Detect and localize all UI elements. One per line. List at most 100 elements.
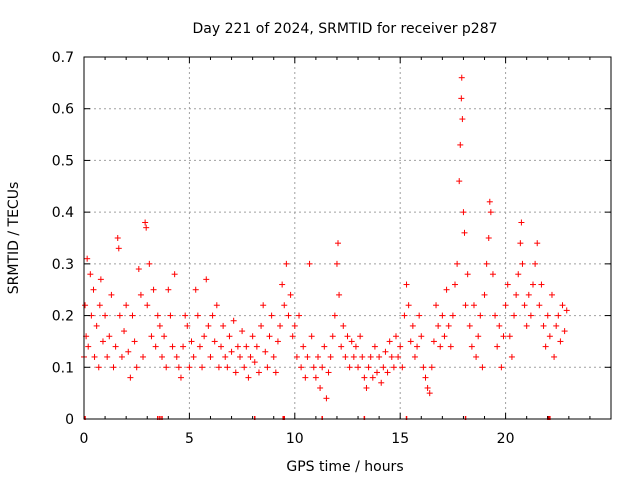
data-point bbox=[241, 364, 248, 371]
data-point bbox=[525, 291, 532, 298]
data-point bbox=[99, 338, 106, 345]
data-point bbox=[352, 343, 359, 350]
data-point bbox=[473, 353, 480, 360]
data-point bbox=[186, 364, 193, 371]
data-point bbox=[308, 333, 315, 340]
data-point bbox=[500, 333, 507, 340]
data-point bbox=[201, 333, 208, 340]
data-point bbox=[85, 343, 92, 350]
x-tick-label: 0 bbox=[80, 431, 89, 447]
data-point bbox=[192, 286, 199, 293]
data-point bbox=[156, 322, 163, 329]
data-point bbox=[430, 338, 437, 345]
data-point bbox=[281, 302, 288, 309]
data-point bbox=[93, 322, 100, 329]
data-point bbox=[384, 369, 391, 376]
data-point bbox=[272, 369, 279, 376]
data-point bbox=[255, 369, 262, 376]
data-point bbox=[459, 116, 466, 123]
data-point bbox=[131, 338, 138, 345]
data-point bbox=[546, 333, 553, 340]
data-point bbox=[411, 353, 418, 360]
data-point bbox=[90, 286, 97, 293]
data-point bbox=[532, 260, 539, 267]
data-point bbox=[439, 312, 446, 319]
data-point bbox=[152, 343, 159, 350]
data-point bbox=[557, 338, 564, 345]
data-point bbox=[447, 343, 454, 350]
data-point bbox=[376, 353, 383, 360]
data-point bbox=[475, 333, 482, 340]
data-point bbox=[302, 374, 309, 381]
data-point bbox=[521, 302, 528, 309]
data-point bbox=[414, 343, 421, 350]
data-point bbox=[177, 374, 184, 381]
data-point bbox=[534, 240, 541, 247]
x-tick-label: 10 bbox=[286, 431, 304, 447]
data-point bbox=[327, 353, 334, 360]
data-point bbox=[464, 271, 471, 278]
grid-lines bbox=[84, 57, 611, 419]
data-point bbox=[108, 291, 115, 298]
data-point bbox=[287, 291, 294, 298]
data-point bbox=[182, 312, 189, 319]
data-point bbox=[540, 322, 547, 329]
data-point bbox=[144, 302, 151, 309]
data-point bbox=[121, 328, 128, 335]
data-point bbox=[390, 364, 397, 371]
data-point bbox=[296, 312, 303, 319]
data-point bbox=[211, 338, 218, 345]
data-point bbox=[371, 343, 378, 350]
data-point bbox=[222, 353, 229, 360]
data-point bbox=[196, 343, 203, 350]
data-point bbox=[96, 302, 103, 309]
data-point bbox=[230, 317, 237, 324]
data-point bbox=[422, 374, 429, 381]
data-point bbox=[310, 364, 317, 371]
data-point bbox=[175, 364, 182, 371]
data-points bbox=[81, 74, 570, 402]
data-point bbox=[346, 364, 353, 371]
data-point bbox=[114, 235, 121, 241]
data-point bbox=[323, 395, 330, 402]
data-point bbox=[504, 281, 511, 288]
y-tick-label: 0.6 bbox=[52, 102, 74, 118]
data-point bbox=[207, 353, 214, 360]
data-point bbox=[106, 333, 113, 340]
data-point bbox=[355, 364, 362, 371]
data-point bbox=[397, 343, 404, 350]
data-point bbox=[118, 353, 125, 360]
data-point bbox=[300, 343, 307, 350]
data-point bbox=[264, 364, 271, 371]
data-point bbox=[420, 364, 427, 371]
data-point bbox=[333, 260, 340, 267]
data-point bbox=[348, 338, 355, 345]
chart-title: Day 221 of 2024, SRMTID for receiver p28… bbox=[192, 21, 497, 37]
x-tick-label: 5 bbox=[185, 431, 194, 447]
data-point bbox=[483, 260, 490, 267]
data-point bbox=[148, 333, 155, 340]
data-point bbox=[409, 322, 416, 329]
x-tick-label: 15 bbox=[391, 431, 409, 447]
data-point bbox=[403, 281, 410, 288]
data-point bbox=[262, 348, 269, 355]
data-point bbox=[306, 260, 313, 267]
data-point bbox=[458, 95, 465, 102]
data-point bbox=[110, 364, 117, 371]
data-point bbox=[559, 302, 566, 309]
data-point bbox=[555, 312, 562, 319]
data-point bbox=[359, 353, 366, 360]
data-point bbox=[437, 343, 444, 350]
data-point bbox=[350, 353, 357, 360]
data-point bbox=[270, 353, 277, 360]
data-point bbox=[251, 359, 258, 366]
data-point bbox=[277, 322, 284, 329]
data-point bbox=[477, 312, 484, 319]
data-point bbox=[140, 353, 147, 360]
data-point bbox=[213, 302, 220, 309]
data-point bbox=[553, 322, 560, 329]
data-point bbox=[380, 364, 387, 371]
x-tick-label: 20 bbox=[497, 431, 515, 447]
data-point bbox=[304, 353, 311, 360]
